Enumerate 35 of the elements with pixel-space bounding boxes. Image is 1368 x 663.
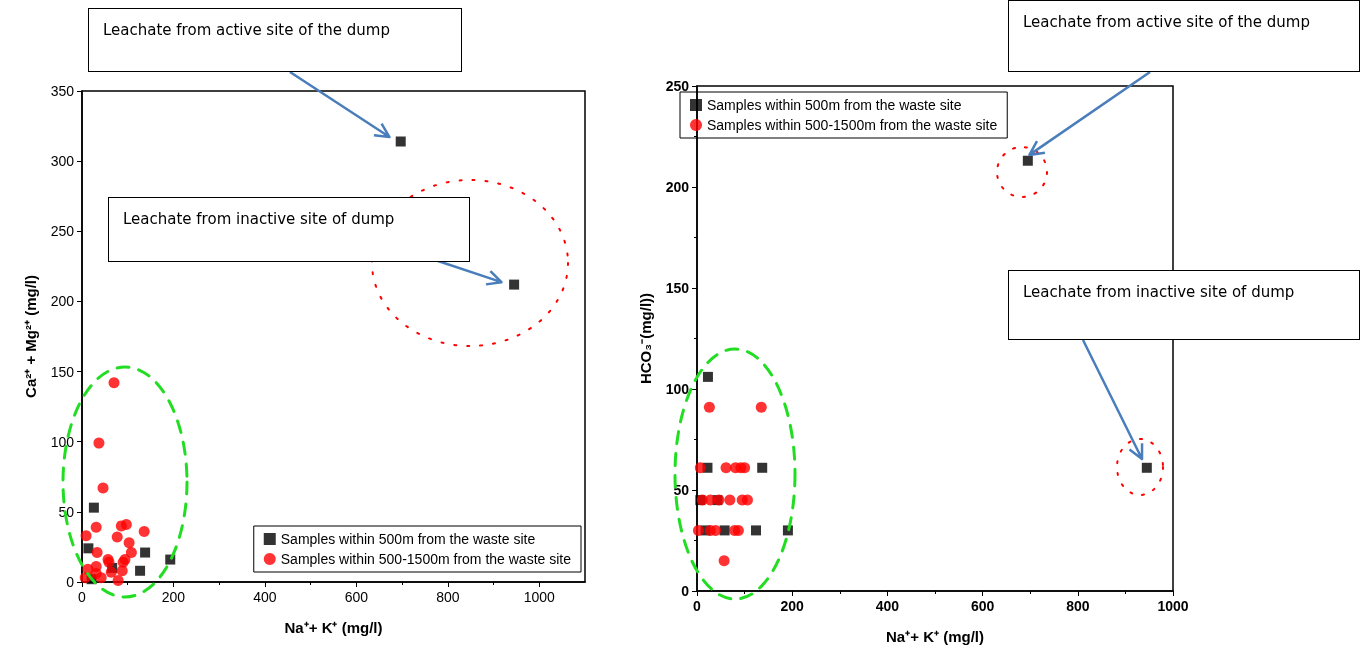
callout-box: Leachate from inactive site of dump <box>1008 270 1360 340</box>
x-tick-label: 0 <box>78 589 87 605</box>
y-tick-label: 200 <box>50 293 75 310</box>
y-tick-label: 100 <box>665 381 690 397</box>
x-tick-label: 0 <box>693 598 702 614</box>
y-tick-label: 300 <box>50 153 75 170</box>
x-axis-title: Na⁺+ K⁺ (mg/l) <box>284 619 383 636</box>
x-tick-label: 800 <box>436 589 460 605</box>
x-axis-title: Na⁺+ K⁺ (mg/l) <box>886 628 984 645</box>
x-tick-label: 1000 <box>1157 598 1189 614</box>
y-tick-label: 150 <box>50 363 75 380</box>
x-tick-label: 400 <box>253 589 277 605</box>
x-tick-label: 200 <box>780 598 805 614</box>
y-axis-title: Ca²⁺ + Mg²⁺ (mg/l) <box>22 275 39 398</box>
legend-label: Samples within 500-1500m from the waste site <box>280 551 572 567</box>
y-tick-label: 150 <box>665 280 690 296</box>
callout-box: Leachate from inactive site of dump <box>108 197 470 262</box>
y-axis-title: HCO₃⁻(mg/l)) <box>637 292 654 385</box>
y-tick-label: 100 <box>50 433 75 450</box>
x-tick-label: 200 <box>161 589 186 605</box>
x-tick-label: 800 <box>1066 598 1090 614</box>
x-tick-label: 400 <box>875 598 900 614</box>
callout-box: Leachate from active site of the dump <box>1008 0 1360 72</box>
y-tick-label: 250 <box>50 223 75 240</box>
x-tick-label: 600 <box>344 589 369 605</box>
y-tick-label: 350 <box>50 83 75 99</box>
x-tick-label: 600 <box>970 598 995 614</box>
x-tick-label: 1000 <box>523 589 556 605</box>
legend-label: Samples within 500-1500m from the waste site <box>707 117 998 133</box>
y-tick-label: 250 <box>665 78 690 94</box>
legend-label: Samples within 500m from the waste site <box>280 531 536 547</box>
legend-label: Samples within 500m from the waste site <box>707 97 962 113</box>
y-tick-label: 200 <box>665 179 690 195</box>
y-tick-label: 0 <box>66 574 75 590</box>
callout-box: Leachate from active site of the dump <box>88 8 462 72</box>
